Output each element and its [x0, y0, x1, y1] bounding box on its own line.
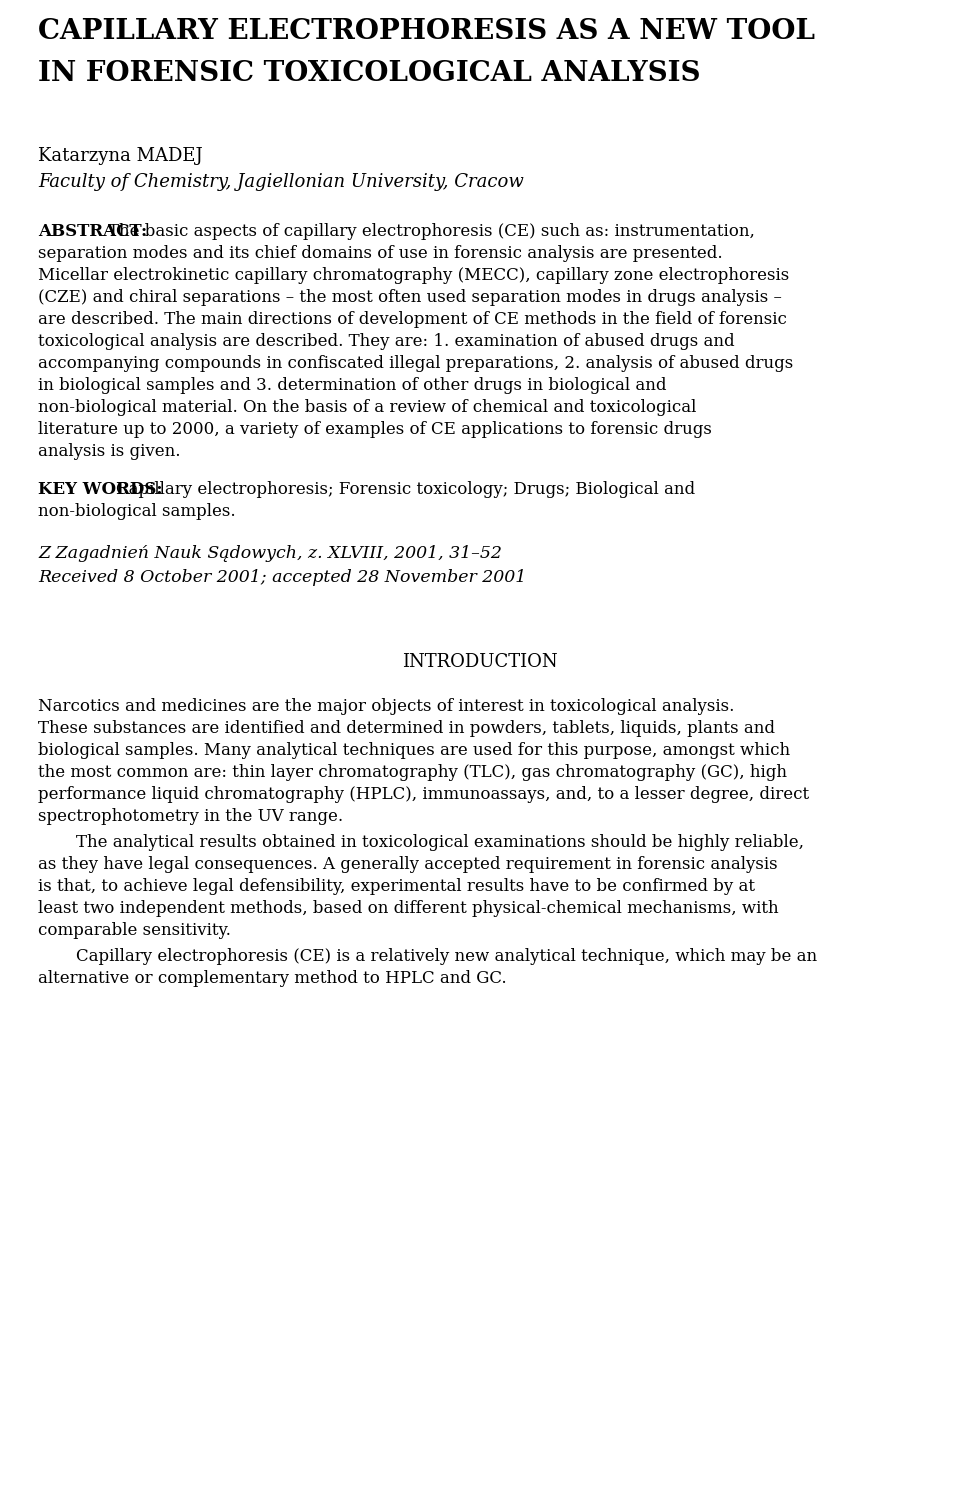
Text: separation modes and its chief domains of use in forensic analysis are presented: separation modes and its chief domains o… [38, 244, 723, 262]
Text: Capillary electrophoresis (CE) is a relatively new analytical technique, which m: Capillary electrophoresis (CE) is a rela… [76, 947, 817, 965]
Text: Katarzyna MADEJ: Katarzyna MADEJ [38, 147, 203, 165]
Text: non-biological material. On the basis of a review of chemical and toxicological: non-biological material. On the basis of… [38, 399, 696, 417]
Text: Z Zagadnień Nauk Sądowych, z. XLVIII, 2001, 31–52: Z Zagadnień Nauk Sądowych, z. XLVIII, 20… [38, 546, 502, 562]
Text: in biological samples and 3. determination of other drugs in biological and: in biological samples and 3. determinati… [38, 378, 666, 394]
Text: spectrophotometry in the UV range.: spectrophotometry in the UV range. [38, 808, 343, 824]
Text: least two independent methods, based on different physical-chemical mechanisms, : least two independent methods, based on … [38, 899, 779, 917]
Text: is that, to achieve legal defensibility, experimental results have to be confirm: is that, to achieve legal defensibility,… [38, 878, 755, 895]
Text: analysis is given.: analysis is given. [38, 444, 180, 460]
Text: biological samples. Many analytical techniques are used for this purpose, amongs: biological samples. Many analytical tech… [38, 742, 790, 758]
Text: as they have legal consequences. A generally accepted requirement in forensic an: as they have legal consequences. A gener… [38, 856, 778, 872]
Text: The basic aspects of capillary electrophoresis (CE) such as: instrumentation,: The basic aspects of capillary electroph… [108, 223, 756, 240]
Text: Narcotics and medicines are the major objects of interest in toxicological analy: Narcotics and medicines are the major ob… [38, 699, 734, 715]
Text: ABSTRACT:: ABSTRACT: [38, 223, 147, 240]
Text: non-biological samples.: non-biological samples. [38, 504, 235, 520]
Text: These substances are identified and determined in powders, tablets, liquids, pla: These substances are identified and dete… [38, 720, 775, 738]
Text: the most common are: thin layer chromatography (TLC), gas chromatography (GC), h: the most common are: thin layer chromato… [38, 764, 787, 781]
Text: Micellar electrokinetic capillary chromatography (MECC), capillary zone electrop: Micellar electrokinetic capillary chroma… [38, 267, 789, 283]
Text: are described. The main directions of development of CE methods in the field of : are described. The main directions of de… [38, 310, 787, 328]
Text: comparable sensitivity.: comparable sensitivity. [38, 922, 230, 938]
Text: Received 8 October 2001; accepted 28 November 2001: Received 8 October 2001; accepted 28 Nov… [38, 570, 526, 586]
Text: performance liquid chromatography (HPLC), immunoassays, and, to a lesser degree,: performance liquid chromatography (HPLC)… [38, 785, 809, 803]
Text: toxicological analysis are described. They are: 1. examination of abused drugs a: toxicological analysis are described. Th… [38, 333, 734, 349]
Text: literature up to 2000, a variety of examples of CE applications to forensic drug: literature up to 2000, a variety of exam… [38, 421, 712, 438]
Text: alternative or complementary method to HPLC and GC.: alternative or complementary method to H… [38, 970, 507, 986]
Text: The analytical results obtained in toxicological examinations should be highly r: The analytical results obtained in toxic… [76, 833, 804, 851]
Text: CAPILLARY ELECTROPHORESIS AS A NEW TOOL: CAPILLARY ELECTROPHORESIS AS A NEW TOOL [38, 18, 815, 45]
Text: Capillary electrophoresis; Forensic toxicology; Drugs; Biological and: Capillary electrophoresis; Forensic toxi… [116, 481, 695, 498]
Text: (CZE) and chiral separations – the most often used separation modes in drugs ana: (CZE) and chiral separations – the most … [38, 289, 781, 306]
Text: accompanying compounds in confiscated illegal preparations, 2. analysis of abuse: accompanying compounds in confiscated il… [38, 355, 793, 372]
Text: KEY WORDS:: KEY WORDS: [38, 481, 162, 498]
Text: IN FORENSIC TOXICOLOGICAL ANALYSIS: IN FORENSIC TOXICOLOGICAL ANALYSIS [38, 60, 701, 87]
Text: Faculty of Chemistry, Jagiellonian University, Cracow: Faculty of Chemistry, Jagiellonian Unive… [38, 172, 524, 190]
Text: INTRODUCTION: INTRODUCTION [402, 654, 558, 672]
